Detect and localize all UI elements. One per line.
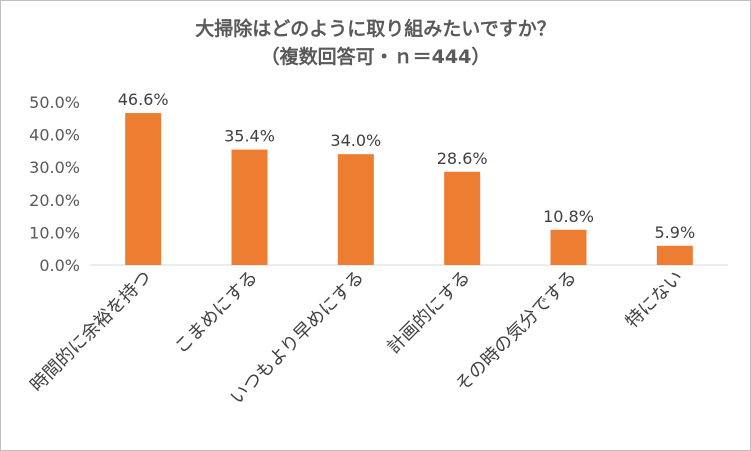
x-tick-label: 時間的に余裕を持つ [26,267,155,396]
data-label: 46.6% [118,90,169,109]
x-tick-label: その時の気分でする [452,267,581,396]
y-tick-label: 10.0% [29,223,80,242]
bar [550,229,587,265]
data-label: 34.0% [330,131,381,150]
bar [125,113,162,265]
y-tick-label: 0.0% [39,256,80,275]
data-label: 28.6% [437,149,488,168]
data-label: 10.8% [543,207,594,226]
data-label: 5.9% [655,223,696,242]
y-tick-label: 30.0% [29,158,80,177]
chart-subtitle: （複数回答可・ｎ＝444） [260,46,491,68]
chart-title: 大掃除はどのように取り組みたいですか？ [195,18,556,40]
y-tick-label: 50.0% [29,93,80,112]
x-tick-label: 計画的にする [383,267,474,358]
bar [444,171,481,265]
data-label: 35.4% [224,127,275,146]
x-tick-label: 特にない [622,267,688,333]
bar [656,245,693,265]
y-tick-label: 20.0% [29,191,80,210]
bar [337,154,374,265]
x-tick-label: こまめにする [171,267,262,358]
bar [231,149,268,265]
y-tick-label: 40.0% [29,126,80,145]
